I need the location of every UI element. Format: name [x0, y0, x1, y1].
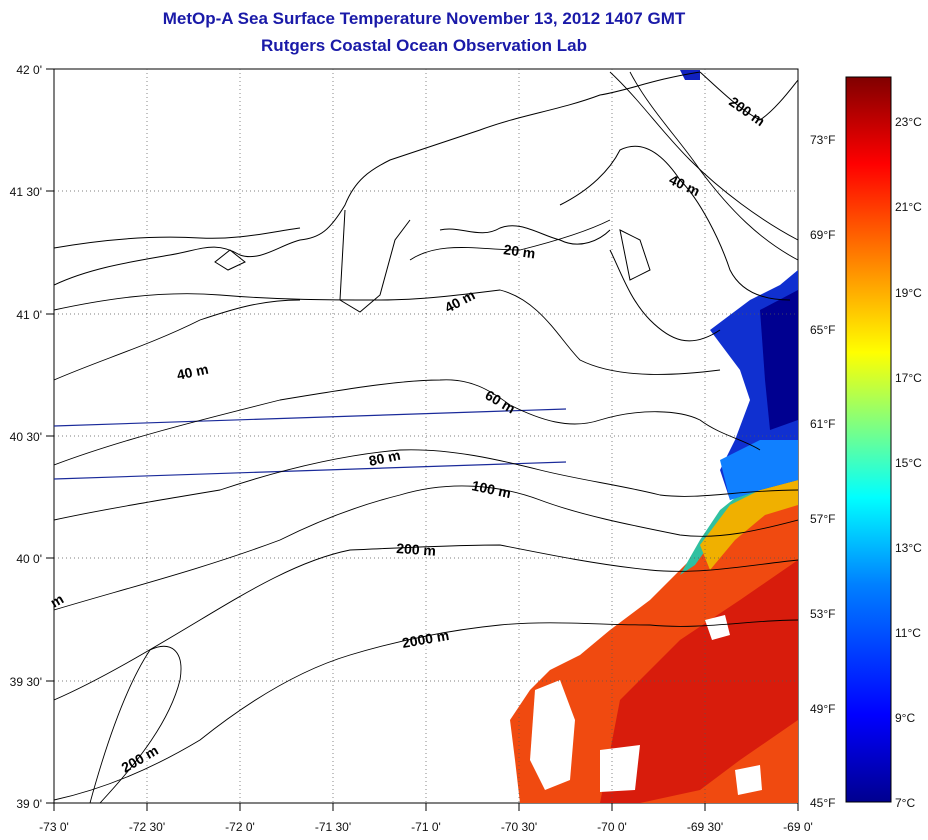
- celsius-label: 15°C: [895, 456, 922, 470]
- celsius-label: 13°C: [895, 541, 922, 555]
- fahrenheit-label: 73°F: [810, 133, 835, 147]
- contour-label: 200 m: [396, 540, 437, 559]
- celsius-label: 23°C: [895, 115, 922, 129]
- axis-ticks: [46, 68, 799, 811]
- celsius-label: 19°C: [895, 286, 922, 300]
- glider-transects: [54, 408, 567, 480]
- celsius-label: 17°C: [895, 371, 922, 385]
- contour-200m-ne: [609, 71, 798, 241]
- fahrenheit-label: 45°F: [810, 796, 835, 810]
- celsius-scale: 23°C 21°C 19°C 17°C 15°C 13°C 11°C 9°C 7…: [895, 115, 922, 810]
- temperature-colorbar: [845, 76, 892, 803]
- sst-hot-core: [600, 560, 798, 803]
- bathymetry-contours: [54, 71, 798, 803]
- contour-label: 80 m: [367, 447, 402, 469]
- contour-2000m: [54, 619, 798, 801]
- fahrenheit-label: 65°F: [810, 323, 835, 337]
- celsius-label: 7°C: [895, 796, 915, 810]
- lon-tick-label: -70 30': [501, 820, 537, 834]
- contour-40m-ne: [629, 71, 798, 261]
- contour-100m: [54, 485, 798, 611]
- contour-60m: [54, 379, 761, 466]
- celsius-label: 9°C: [895, 711, 915, 725]
- map-title: MetOp-A Sea Surface Temperature November…: [162, 9, 686, 28]
- graticule: [54, 69, 798, 803]
- lat-tick-label: 39 30': [10, 675, 42, 689]
- lat-tick-label: 39 0': [16, 797, 42, 811]
- lat-tick-label: 40 30': [10, 430, 42, 444]
- contour-200m: [54, 544, 798, 701]
- sst-frontal-band: [700, 480, 798, 570]
- cloud-gap-2: [705, 615, 730, 640]
- cloud-gap-3: [735, 765, 762, 795]
- lon-tick-label: -72 0': [225, 820, 255, 834]
- contour-label: 20 m: [503, 241, 537, 261]
- contour-40m-west: [54, 299, 301, 381]
- longitude-labels: -73 0' -72 30' -72 0' -71 30' -71 0' -70…: [39, 820, 813, 834]
- celsius-label: 11°C: [895, 626, 921, 640]
- lon-tick-label: -71 0': [411, 820, 441, 834]
- cloud-gap-1: [530, 680, 575, 790]
- sst-cold-core: [760, 290, 798, 430]
- fahrenheit-scale: 73°F 69°F 65°F 61°F 57°F 53°F 49°F 45°F: [810, 133, 835, 810]
- lon-tick-label: -73 0': [39, 820, 69, 834]
- sst-cool-fringe: [720, 440, 798, 500]
- lon-tick-label: -69 0': [783, 820, 813, 834]
- contour-label: 40 m: [175, 361, 210, 383]
- latitude-labels: 42 0' 41 30' 41 0' 40 30' 40 0' 39 30' 3…: [10, 63, 42, 811]
- fahrenheit-label: 57°F: [810, 512, 835, 526]
- contour-20m: [409, 219, 611, 261]
- contour-40m-north: [54, 289, 721, 375]
- lat-tick-label: 40 0': [16, 552, 42, 566]
- fahrenheit-label: 49°F: [810, 702, 835, 716]
- map-subtitle: Rutgers Coastal Ocean Observation Lab: [261, 36, 587, 55]
- fahrenheit-label: 61°F: [810, 417, 835, 431]
- lat-tick-label: 41 0': [16, 308, 42, 322]
- lon-tick-label: -70 0': [597, 820, 627, 834]
- fahrenheit-label: 69°F: [810, 228, 835, 242]
- coastline: [54, 71, 798, 342]
- contour-200m-canyon: [89, 645, 182, 803]
- lat-tick-label: 42 0': [16, 63, 42, 77]
- contour-80m: [54, 449, 798, 521]
- cloud-gap-4: [600, 745, 640, 792]
- celsius-label: 21°C: [895, 200, 922, 214]
- lon-tick-label: -72 30': [129, 820, 165, 834]
- lon-tick-label: -71 30': [315, 820, 351, 834]
- fahrenheit-label: 53°F: [810, 607, 835, 621]
- lon-tick-label: -69 30': [687, 820, 723, 834]
- lat-tick-label: 41 30': [10, 185, 42, 199]
